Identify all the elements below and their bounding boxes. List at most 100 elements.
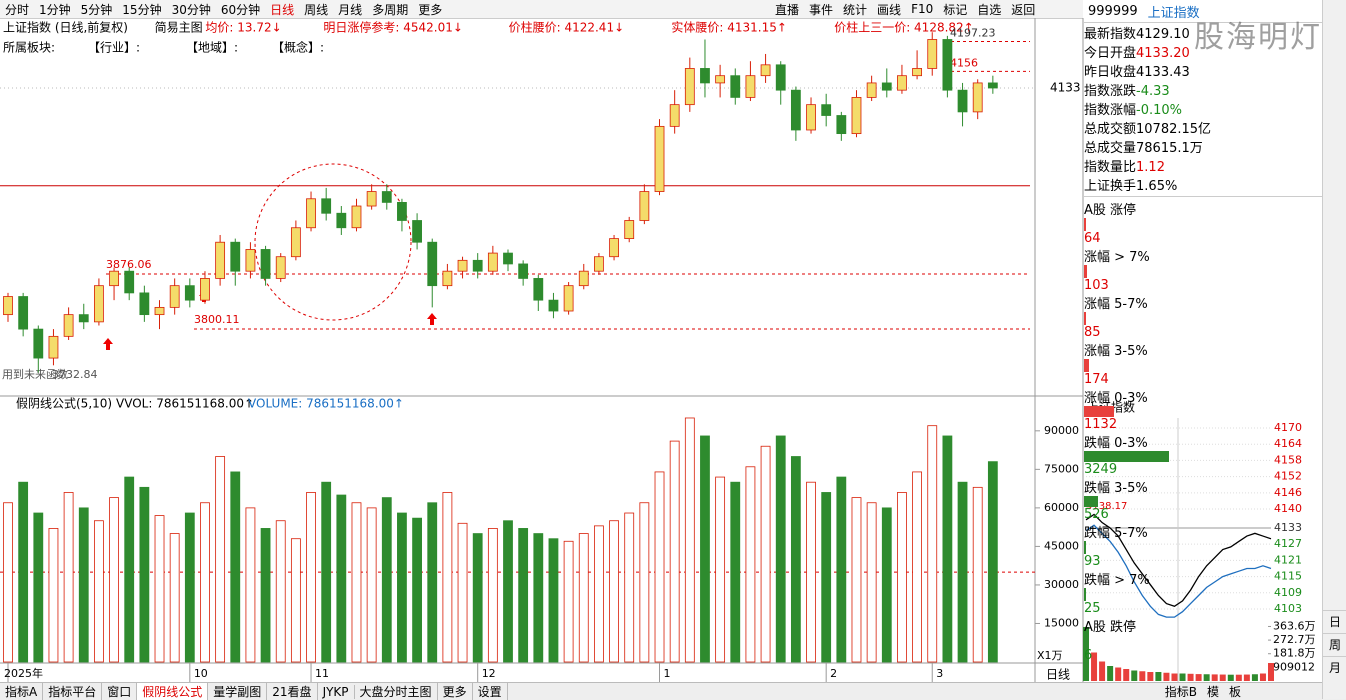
tab[interactable]: 设置 xyxy=(473,683,508,700)
candle-body xyxy=(109,270,119,287)
tab[interactable]: 大盘分时主图 xyxy=(355,683,438,700)
y-tick-label: 30000 xyxy=(1044,578,1079,591)
volume-bar xyxy=(715,476,726,663)
y-tick-label: 4152 xyxy=(1274,470,1302,483)
toolbar-button[interactable]: 多周期 xyxy=(372,2,409,17)
note: 用到未来函数 xyxy=(2,368,68,381)
breadth-bar xyxy=(1084,635,1086,648)
tab[interactable]: 模 xyxy=(1206,685,1219,699)
volume-bar xyxy=(866,502,877,663)
quote-row: 今日开盘4133.20 xyxy=(1084,42,1322,61)
breadth-bar xyxy=(1084,406,1114,417)
tab[interactable]: 假阴线公式 xyxy=(137,683,209,700)
candle-body xyxy=(806,104,816,131)
candle-body xyxy=(33,328,44,359)
sector-label: 【行业】: xyxy=(88,41,140,55)
tab[interactable]: 21看盘 xyxy=(267,683,318,700)
candle-body xyxy=(503,252,513,265)
toolbar-button[interactable]: 1分钟 xyxy=(39,2,71,17)
toolbar-button[interactable]: 30分钟 xyxy=(171,2,211,17)
indicator-title: 假阴线公式(5,10) xyxy=(16,397,112,411)
sector-label: 【概念】: xyxy=(272,40,324,55)
quote-row: 指数量比1.12 xyxy=(1084,156,1322,175)
candle-body xyxy=(230,241,241,272)
toolbar-right: 直播 事件 统计 画线 F10 标记 自选 返回 xyxy=(770,0,1040,18)
breadth-row: 涨幅 5-7% 85 xyxy=(1084,293,1322,340)
y-tick-label: 4170 xyxy=(1274,421,1302,434)
candle-body xyxy=(427,241,438,287)
toolbar-button[interactable]: 5分钟 xyxy=(80,2,113,17)
side-tab[interactable]: 周 xyxy=(1323,633,1346,656)
tab[interactable]: 更多 xyxy=(438,683,473,700)
toolbar-button[interactable]: 15分钟 xyxy=(122,2,162,17)
toolbar-button[interactable]: 事件 xyxy=(809,2,834,17)
volume-bar xyxy=(397,512,407,663)
toolbar-button[interactable]: 周线 xyxy=(304,2,329,17)
price-label: 3876.06 xyxy=(106,258,152,271)
toolbar-button[interactable]: 统计 xyxy=(843,2,868,17)
x-tick-label: 12 xyxy=(482,667,496,680)
toolbar-button[interactable]: 画线 xyxy=(877,2,902,17)
toolbar-button[interactable]: F10 xyxy=(911,2,934,16)
intraday-volume xyxy=(1099,661,1106,681)
toolbar-button[interactable]: 直播 xyxy=(775,2,800,17)
high-label: 4138.17 xyxy=(1086,501,1127,512)
divider xyxy=(1084,196,1322,199)
breadth-label: A股 涨停 xyxy=(1084,203,1137,218)
toolbar-button[interactable]: 日线 xyxy=(270,2,295,17)
volume-bar xyxy=(927,425,938,663)
volume-bar xyxy=(639,502,650,663)
x-tick-label: 2 xyxy=(830,667,837,680)
candle-body xyxy=(472,259,483,272)
side-tab[interactable]: 日 xyxy=(1323,610,1346,633)
volume-bar xyxy=(184,512,195,663)
candle-body xyxy=(215,241,226,279)
breadth-row: 跌幅 > 7% 25 xyxy=(1084,569,1322,616)
y-tick-label: 4103 xyxy=(1274,602,1302,615)
volume-bar xyxy=(851,497,862,663)
intraday-volume xyxy=(1219,674,1226,681)
toolbar-button[interactable]: 返回 xyxy=(1011,2,1036,17)
period-label: 日线 xyxy=(1046,668,1070,682)
tab[interactable]: 指标B xyxy=(1164,685,1197,699)
tab[interactable]: 量学副图 xyxy=(208,683,268,700)
breadth-row: 涨幅 0-3% 1132 xyxy=(1084,387,1322,432)
toolbar-button[interactable]: 月线 xyxy=(338,2,363,17)
intraday-volume xyxy=(1107,666,1114,681)
toolbar-button[interactable]: 自选 xyxy=(977,2,1002,17)
volume-bar xyxy=(745,466,756,663)
tab[interactable]: 窗口 xyxy=(102,683,138,700)
candle-body xyxy=(184,285,195,301)
candle-body xyxy=(730,75,741,98)
candle-body xyxy=(397,201,407,221)
breadth-row: 跌幅 5-7% 93 xyxy=(1084,522,1322,569)
candle-body xyxy=(412,220,422,243)
tab[interactable]: 指标平台 xyxy=(43,683,103,700)
intraday-volume xyxy=(1268,663,1274,681)
volume-bar xyxy=(18,481,29,663)
intraday-volume xyxy=(1163,672,1170,681)
volume-bar xyxy=(684,417,695,663)
signal-arrow xyxy=(427,313,437,325)
side-tab[interactable]: 月 xyxy=(1323,656,1346,679)
info-text: 均价: 13.72↓ xyxy=(205,21,281,35)
candle-body xyxy=(442,270,453,287)
toolbar-button[interactable]: 更多 xyxy=(418,2,443,17)
candle-body xyxy=(609,238,619,258)
intraday-line xyxy=(1085,524,1272,618)
intraday-volume xyxy=(1227,674,1234,681)
tab[interactable]: JYKP xyxy=(318,684,355,699)
volume-bar xyxy=(669,440,680,663)
tab[interactable]: 指标A xyxy=(0,683,44,700)
volume-bar xyxy=(442,492,453,663)
quote-value: 1.65% xyxy=(1136,179,1178,194)
tab[interactable]: 板 xyxy=(1228,685,1241,699)
intraday-volume xyxy=(1259,673,1266,681)
toolbar-button[interactable]: 标记 xyxy=(943,2,968,17)
candle-body xyxy=(927,39,938,69)
quote-row: 上证换手1.65% xyxy=(1084,175,1322,194)
toolbar-button[interactable]: 分时 xyxy=(5,2,30,17)
intraday-volume xyxy=(1131,670,1138,681)
toolbar-button[interactable]: 60分钟 xyxy=(220,2,261,17)
breadth-label: 跌幅 > 7% xyxy=(1084,573,1150,588)
